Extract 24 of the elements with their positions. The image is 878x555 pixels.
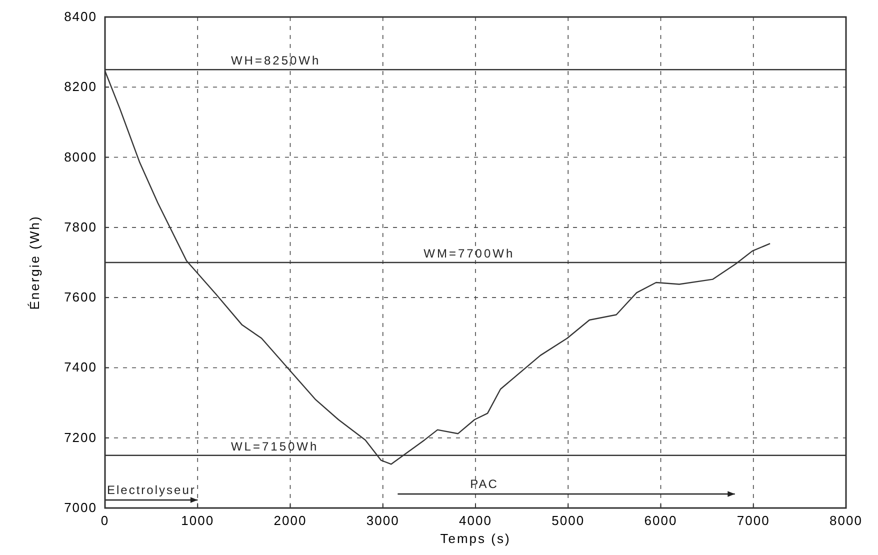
y-tick-label: 7600 xyxy=(64,290,97,305)
x-tick-label: 0 xyxy=(100,513,110,528)
x-tick-label: 2000 xyxy=(274,513,307,528)
x-tick-label: 1000 xyxy=(181,513,214,528)
annotation: PAC xyxy=(470,477,498,491)
x-tick-label: 5000 xyxy=(552,513,585,528)
x-axis-title: Temps (s) xyxy=(440,531,511,546)
x-tick-label: 8000 xyxy=(830,513,862,528)
y-axis-title: Énergie (Wh) xyxy=(27,215,42,310)
y-tick-label: 7000 xyxy=(64,500,97,515)
y-tick-label: 7400 xyxy=(64,360,97,375)
y-tick-label: 7800 xyxy=(64,219,97,234)
ref-line-label: WM=7700Wh xyxy=(424,246,515,260)
x-tick-label: 6000 xyxy=(644,513,678,528)
y-tick-label: 7200 xyxy=(64,430,97,445)
x-tick-label: 4000 xyxy=(459,513,492,528)
annotation: Electrolyseur xyxy=(107,483,196,497)
y-tick-label: 8400 xyxy=(64,9,97,24)
x-tick-label: 7000 xyxy=(736,513,770,528)
ref-line-label: WL=7150Wh xyxy=(230,439,319,454)
y-tick-label: 8000 xyxy=(64,149,97,164)
ref-line-label: WH=8250Wh xyxy=(230,54,321,68)
x-tick-label: 3000 xyxy=(366,513,400,528)
y-tick-label: 8200 xyxy=(64,79,97,94)
